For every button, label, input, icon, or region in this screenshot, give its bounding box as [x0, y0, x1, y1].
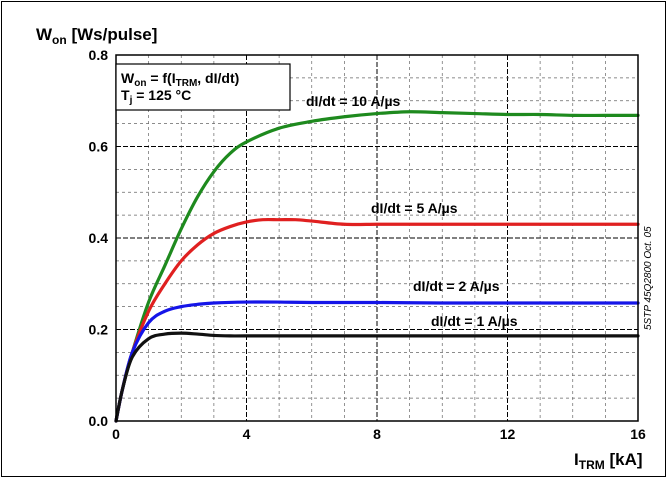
- series-line-1: [114, 217, 640, 423]
- y-axis-title: Won [Ws/pulse]: [36, 25, 157, 47]
- x-tick-label: 16: [630, 426, 646, 442]
- y-tick-label: 0.6: [89, 139, 109, 155]
- legend-box-line1: Won = f(ITRM, dI/dt): [121, 70, 239, 89]
- plot-border: [115, 54, 639, 422]
- grid: [116, 55, 638, 421]
- curve-labels: dI/dt = 10 A/µs dI/dt = 5 A/µs dI/dt = 2…: [306, 93, 518, 329]
- legend-box: Won = f(ITRM, dI/dt) Tj = 125 °C: [115, 63, 291, 111]
- y-tick-label: 0.4: [89, 230, 109, 246]
- y-tick-label: 0.0: [89, 413, 109, 429]
- series-line-3: [114, 331, 640, 423]
- x-tick-label: 8: [373, 426, 381, 442]
- x-tick-label: 12: [500, 426, 516, 442]
- y-tick-label: 0.8: [89, 47, 109, 63]
- label-10-a-per-us: dI/dt = 10 A/µs: [306, 93, 401, 109]
- x-tick-label: 0: [112, 426, 120, 442]
- side-note: 5STP 45Q2800 Oct. 05: [643, 226, 654, 330]
- label-1-a-per-us: dI/dt = 1 A/µs: [431, 313, 518, 329]
- series-layer: [114, 110, 640, 423]
- legend-box-line2: Tj = 125 °C: [121, 87, 191, 106]
- y-tick-label: 0.2: [89, 322, 109, 338]
- x-tick-label: 4: [243, 426, 251, 442]
- series-line-2: [114, 300, 640, 423]
- legend-box-frame: [115, 63, 291, 111]
- y-tick-labels: 0.0 0.2 0.4 0.6 0.8: [89, 47, 109, 429]
- label-5-a-per-us: dI/dt = 5 A/µs: [371, 200, 458, 216]
- label-2-a-per-us: dI/dt = 2 A/µs: [413, 278, 500, 294]
- series-line-0: [114, 110, 640, 423]
- x-tick-labels: 0 4 8 12 16: [112, 426, 646, 442]
- x-axis-title: ITRM [kA]: [574, 450, 643, 472]
